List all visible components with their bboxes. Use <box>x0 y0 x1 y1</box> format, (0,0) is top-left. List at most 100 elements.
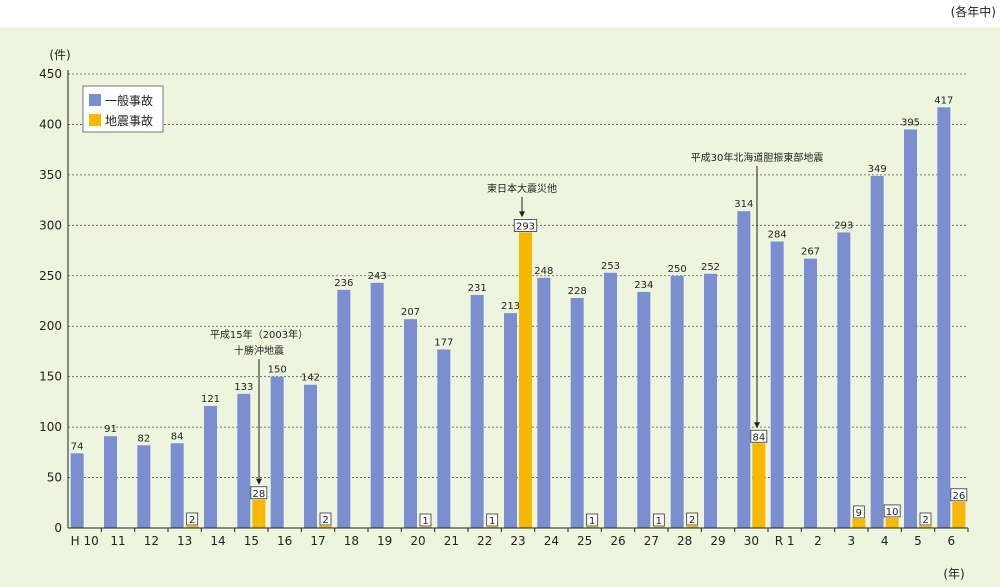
bar-general-accident <box>670 275 684 528</box>
period-note: (各年中) <box>951 4 996 19</box>
data-label-earthquake: 84 <box>752 432 765 443</box>
bar-earthquake-accident <box>652 526 666 528</box>
bar-general-accident <box>870 175 884 529</box>
data-label-general: 267 <box>801 247 820 258</box>
bar-general-accident <box>237 393 251 528</box>
bar-general-accident <box>537 277 551 528</box>
bar-earthquake-accident <box>252 499 266 528</box>
legend-label: 一般事故 <box>105 93 153 108</box>
x-tick-label: 27 <box>644 534 659 548</box>
x-tick-label: 3 <box>848 534 856 548</box>
data-label-earthquake: 26 <box>952 491 965 502</box>
plot-background <box>0 27 1000 587</box>
bar-general-accident <box>904 129 917 528</box>
x-tick-label: 11 <box>110 534 125 548</box>
data-label-earthquake: 293 <box>516 221 535 232</box>
data-label-general: 142 <box>301 373 320 384</box>
bar-earthquake-accident <box>319 525 332 528</box>
bar-earthquake-accident <box>852 518 866 528</box>
data-label-box-earthquake <box>852 505 865 519</box>
data-label-general: 84 <box>171 431 184 442</box>
x-tick-label: 4 <box>881 534 889 548</box>
data-label-earthquake: 2 <box>922 515 928 526</box>
bar-general-accident <box>570 297 584 528</box>
data-label-general: 243 <box>368 271 387 282</box>
x-tick-label: 22 <box>477 534 492 548</box>
bar-general-accident <box>70 453 84 528</box>
x-tick-label: 13 <box>177 534 192 548</box>
x-tick-label: R 1 <box>775 534 795 548</box>
data-label-box-earthquake <box>513 218 538 232</box>
data-label-earthquake: 2 <box>322 515 328 526</box>
data-label-general: 177 <box>434 337 453 348</box>
x-tick-label: 19 <box>377 534 392 548</box>
x-tick-label: 16 <box>277 534 292 548</box>
data-label-box-earthquake <box>686 512 699 526</box>
x-tick-label: 15 <box>244 534 259 548</box>
data-label-earthquake: 2 <box>689 515 695 526</box>
bar-general-accident <box>770 241 784 528</box>
x-tick-label: 20 <box>410 534 425 548</box>
data-label-box-earthquake <box>186 512 199 526</box>
y-tick-label: 200 <box>39 319 62 333</box>
data-label-box-earthquake <box>883 504 901 518</box>
y-tick-label: 250 <box>39 269 62 283</box>
y-tick-label: 450 <box>39 67 62 81</box>
bar-general-accident <box>637 291 651 528</box>
data-label-general: 121 <box>201 394 220 405</box>
data-label-general: 207 <box>401 307 420 318</box>
annotation-arrowhead <box>519 211 525 218</box>
data-label-box-earthquake <box>950 488 968 502</box>
y-tick-label: 100 <box>39 420 62 434</box>
bar-general-accident <box>504 313 517 528</box>
data-label-earthquake: 10 <box>886 507 899 518</box>
data-label-general: 150 <box>268 365 287 376</box>
data-label-general: 234 <box>634 280 653 291</box>
data-label-general: 284 <box>768 229 787 240</box>
bar-earthquake-accident <box>752 443 766 528</box>
annotation-text: 十勝沖地震 <box>234 344 284 357</box>
x-tick-label: 26 <box>610 534 625 548</box>
data-label-general: 248 <box>534 266 553 277</box>
bar-earthquake-accident <box>419 526 432 528</box>
x-tick-label: 6 <box>948 534 956 548</box>
annotation-arrowhead <box>256 478 262 485</box>
y-tick-label: 300 <box>39 218 62 232</box>
data-label-general: 252 <box>701 262 720 273</box>
data-label-general: 417 <box>934 95 953 106</box>
data-label-box-earthquake <box>250 486 268 500</box>
x-tick-label: H 10 <box>71 534 99 548</box>
x-tick-label: 30 <box>744 534 759 548</box>
annotation-text: 平成15年（2003年） <box>210 328 308 341</box>
data-label-general: 74 <box>71 441 84 452</box>
data-label-general: 228 <box>568 286 587 297</box>
bar-general-accident <box>170 443 184 528</box>
y-tick-label: 0 <box>54 521 62 535</box>
bar-general-accident <box>137 445 151 528</box>
x-tick-label: 18 <box>344 534 359 548</box>
x-tick-label: 28 <box>677 534 692 548</box>
bar-earthquake-accident <box>685 525 699 528</box>
data-label-earthquake: 28 <box>252 489 265 500</box>
data-label-earthquake: 1 <box>589 516 595 527</box>
annotation-arrowhead <box>754 422 760 429</box>
bar-general-accident <box>437 349 451 528</box>
data-label-box-earthquake <box>750 429 768 443</box>
data-label-earthquake: 1 <box>656 516 662 527</box>
annotation-text: 平成30年北海道胆振東部地震 <box>691 151 824 164</box>
data-label-general: 349 <box>868 164 887 175</box>
y-axis-label: (件) <box>49 48 70 62</box>
bar-general-accident <box>804 258 817 528</box>
bar-earthquake-accident <box>485 526 499 528</box>
data-label-box-earthquake <box>586 513 599 527</box>
y-tick-label: 350 <box>39 168 62 182</box>
data-label-general: 395 <box>901 117 920 128</box>
x-tick-label: 29 <box>710 534 725 548</box>
x-tick-label: 12 <box>144 534 159 548</box>
legend-swatch <box>89 114 101 126</box>
y-tick-label: 400 <box>39 117 62 131</box>
data-label-general: 250 <box>668 264 687 275</box>
data-label-general: 213 <box>501 301 520 312</box>
